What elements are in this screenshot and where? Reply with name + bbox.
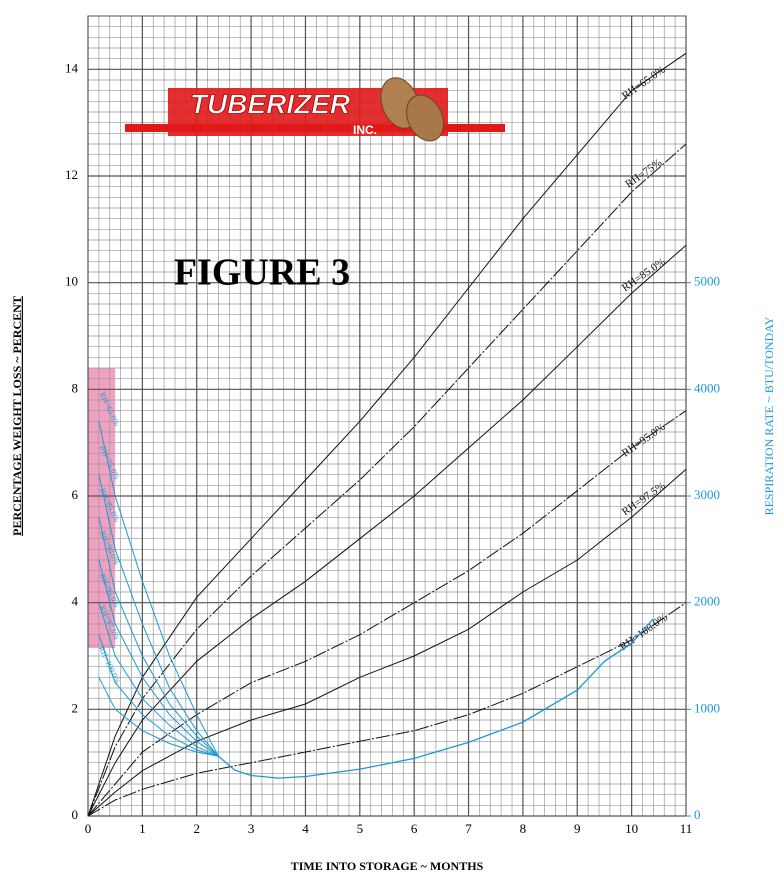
x-tick-label: 1 — [139, 821, 146, 836]
x-tick-label: 7 — [465, 821, 472, 836]
y2-tick-label: 1000 — [694, 700, 720, 715]
x-tick-label: 0 — [85, 821, 92, 836]
y-tick-label: 14 — [65, 60, 79, 75]
y-axis-title: PERCENTAGE WEIGHT LOSS ~ PERCENT — [10, 296, 24, 536]
x-tick-label: 5 — [357, 821, 364, 836]
y2-tick-label: 2000 — [694, 594, 720, 609]
logo: TUBERIZER INC. — [125, 72, 505, 147]
logo-name: TUBERIZER — [190, 88, 351, 119]
x-tick-label: 11 — [680, 821, 693, 836]
x-tick-label: 10 — [625, 821, 638, 836]
x-tick-label: 2 — [193, 821, 200, 836]
chart: 0123456789101102468101214010002000300040… — [0, 0, 784, 877]
y2-tick-label: 4000 — [694, 380, 720, 395]
plot: RH=65.0%RH=75%RH=85.0%RH=95.0%RH=97.5%RH… — [88, 53, 686, 816]
series-label: RH=95.0% — [620, 421, 668, 459]
x-axis-title: TIME INTO STORAGE ~ MONTHS — [291, 859, 484, 873]
logo-suffix: INC. — [353, 123, 377, 137]
x-tick-label: 9 — [574, 821, 581, 836]
y-tick-label: 6 — [72, 487, 79, 502]
x-tick-label: 6 — [411, 821, 418, 836]
y-tick-label: 0 — [72, 807, 79, 822]
y-tick-label: 8 — [72, 380, 79, 395]
weight-loss-line — [88, 144, 686, 816]
y2-tick-label: 5000 — [694, 274, 720, 289]
y-tick-label: 2 — [72, 700, 79, 715]
figure-title: FIGURE 3 — [174, 252, 350, 294]
y-tick-label: 12 — [65, 167, 78, 182]
y2-tick-label: 3000 — [694, 487, 720, 502]
y2-axis-title: RESPIRATION RATE ~ BTU/TONDAY — [762, 316, 776, 515]
y2-tick-label: 0 — [694, 807, 701, 822]
x-tick-label: 4 — [302, 821, 309, 836]
x-tick-label: 8 — [520, 821, 527, 836]
x-tick-label: 3 — [248, 821, 255, 836]
y-tick-label: 10 — [65, 274, 78, 289]
series-label: RH=75% — [623, 157, 664, 191]
y-tick-label: 4 — [72, 594, 79, 609]
